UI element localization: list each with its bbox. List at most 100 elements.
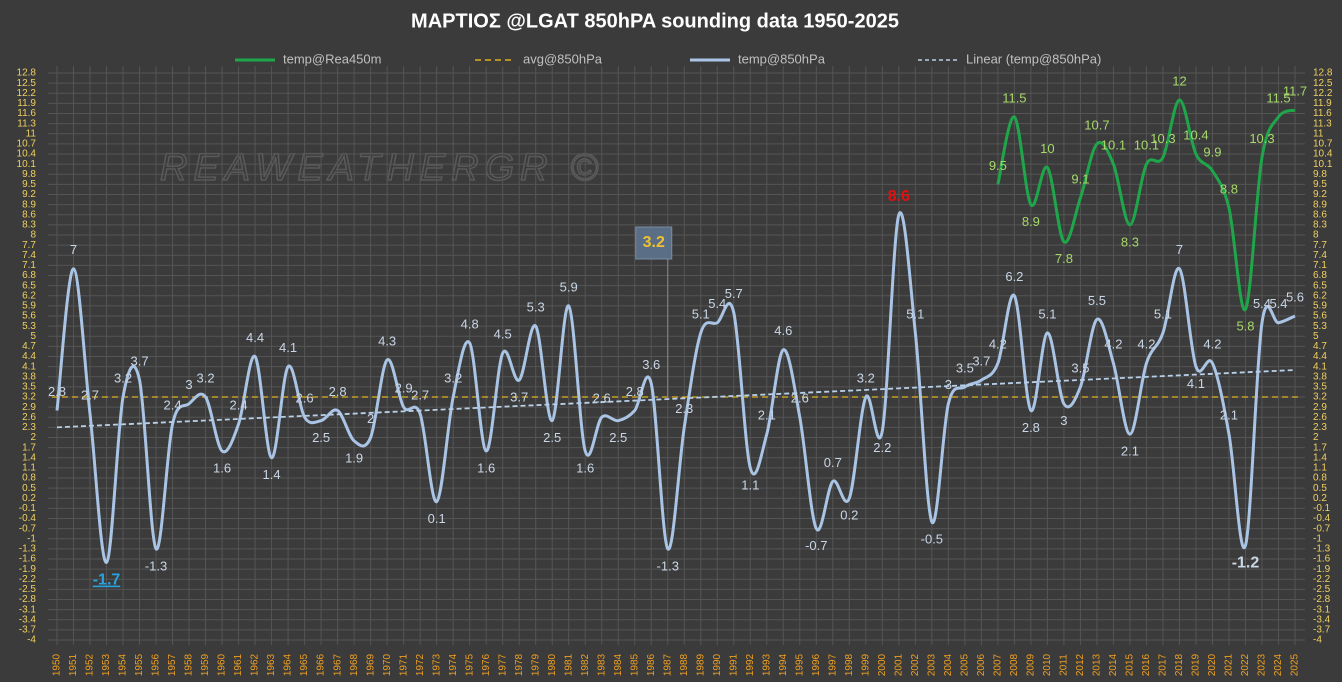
x-tick-label: 2025: [1290, 653, 1301, 676]
y2-tick-label: 11.9: [1313, 98, 1332, 109]
chart-title: ΜΑΡΤΙΟΣ @LGAT 850hPA sounding data 1950-…: [411, 10, 899, 32]
x-tick-label: 1984: [613, 653, 624, 676]
x-tick-label: 1960: [217, 653, 228, 676]
y-tick-label: 4.1: [22, 361, 36, 372]
y-tick-label: 11.3: [17, 118, 36, 129]
watermark: REAWEATHERGR ©: [160, 147, 604, 189]
x-tick-label: 2002: [910, 653, 921, 676]
data-label: 5.1: [1154, 306, 1172, 321]
y-tick-label: -2.5: [19, 584, 37, 595]
data-label: 9.9: [1203, 144, 1221, 159]
x-tick-label: 2012: [1075, 653, 1086, 676]
y2-tick-label: 10.7: [1313, 139, 1333, 150]
data-label: 3.2: [114, 370, 132, 385]
y-tick-label: -2.8: [19, 594, 37, 605]
y2-tick-label: 1.7: [1313, 442, 1327, 453]
data-label: 1.6: [477, 460, 495, 475]
y-tick-label: 6.8: [22, 270, 36, 281]
data-label: 5.6: [1286, 289, 1304, 304]
y-tick-label: -1.9: [19, 564, 37, 575]
data-label: 4.8: [461, 316, 479, 331]
y-tick-label: 5.3: [22, 321, 36, 332]
y2-tick-label: 11: [1313, 128, 1324, 139]
y-tick-label: 1.1: [22, 463, 36, 474]
y-tick-label: 0.8: [22, 473, 36, 484]
data-label: 5.1: [1038, 306, 1056, 321]
data-label: 4.1: [1187, 376, 1205, 391]
y-tick-label: 0.5: [22, 483, 36, 494]
data-label: 0.1: [428, 511, 446, 526]
y-tick-label: 7.7: [22, 240, 36, 251]
y-tick-label: 1.7: [22, 442, 36, 453]
x-tick-label: 1966: [316, 653, 327, 676]
x-tick-label: 2013: [1092, 653, 1103, 676]
y-tick-label: 8.6: [22, 209, 36, 220]
x-tick-label: 2023: [1257, 653, 1268, 676]
data-label: 5.5: [1088, 293, 1106, 308]
data-label: -1.3: [657, 558, 679, 573]
y-tick-label: 11.9: [17, 98, 36, 109]
x-tick-label: 1956: [151, 653, 162, 676]
data-label: 10: [1040, 141, 1054, 156]
data-label: 4.2: [989, 337, 1007, 352]
data-label: 5.4: [1269, 296, 1287, 311]
x-tick-label: 1977: [497, 653, 508, 676]
y2-tick-label: -1.6: [1313, 554, 1331, 565]
y2-tick-label: 0.2: [1313, 493, 1327, 504]
data-label: 1.4: [263, 467, 281, 482]
x-tick-label: 1974: [448, 653, 459, 676]
x-tick-label: 1971: [398, 653, 409, 676]
y2-tick-label: 2.3: [1313, 422, 1327, 433]
x-tick-label: 2022: [1240, 653, 1251, 676]
x-tick-label: 2005: [960, 653, 971, 676]
x-tick-label: 1963: [266, 653, 277, 676]
y-tick-label: -1: [27, 533, 36, 544]
y-tick-label: 9.5: [22, 179, 36, 190]
x-tick-label: 1970: [382, 653, 393, 676]
y2-tick-label: 4.7: [1313, 341, 1327, 352]
x-tick-label: 1999: [860, 653, 871, 676]
x-tick-label: 1958: [184, 653, 195, 676]
data-label: 5.4: [708, 296, 726, 311]
x-tick-label: 2011: [1059, 654, 1070, 676]
x-tick-label: 2000: [877, 653, 888, 676]
data-label: 9.1: [1071, 171, 1089, 186]
data-label: 2.7: [411, 387, 429, 402]
x-tick-label: 2024: [1273, 653, 1284, 676]
data-label: 6.2: [1005, 269, 1023, 284]
y2-tick-label: -0.4: [1313, 513, 1331, 524]
y-tick-label: 11: [26, 128, 37, 139]
x-tick-label: 1957: [167, 653, 178, 676]
data-label: 2.8: [626, 384, 644, 399]
y-tick-label: 3.2: [22, 392, 36, 403]
y2-tick-label: 8.3: [1313, 220, 1327, 231]
x-tick-label: 1996: [811, 653, 822, 676]
y2-tick-label: 5.6: [1313, 311, 1327, 322]
x-tick-label: 1978: [514, 653, 525, 676]
y2-tick-label: 1.1: [1313, 463, 1327, 474]
data-label: 2.1: [758, 408, 776, 423]
y-tick-label: 2: [30, 432, 36, 443]
data-label: 3: [1060, 413, 1067, 428]
legend-label: temp@850hPa: [738, 51, 826, 66]
data-label: 4.2: [1137, 337, 1155, 352]
data-label: -0.7: [805, 538, 827, 553]
data-label: 2.5: [312, 430, 330, 445]
y2-tick-label: -2.2: [1313, 574, 1331, 585]
y-tick-label: 2.3: [22, 422, 36, 433]
data-label: 11.7: [1283, 84, 1307, 99]
data-label: 3.6: [642, 357, 660, 372]
y2-tick-label: 2.6: [1313, 412, 1327, 423]
data-label: 2.8: [329, 384, 347, 399]
y2-tick-label: -0.1: [1313, 503, 1331, 514]
y2-tick-label: -1.9: [1313, 564, 1331, 575]
x-tick-label: 1986: [646, 653, 657, 676]
y2-tick-label: 12.2: [1313, 88, 1333, 99]
data-label: 2.8: [1022, 420, 1040, 435]
x-tick-label: 2004: [943, 653, 954, 676]
data-label: -1.2: [1232, 555, 1260, 572]
x-tick-label: 2007: [993, 653, 1004, 676]
x-tick-label: 2006: [976, 653, 987, 676]
y2-tick-label: 9.8: [1313, 169, 1327, 180]
y2-tick-label: -2.5: [1313, 584, 1331, 595]
